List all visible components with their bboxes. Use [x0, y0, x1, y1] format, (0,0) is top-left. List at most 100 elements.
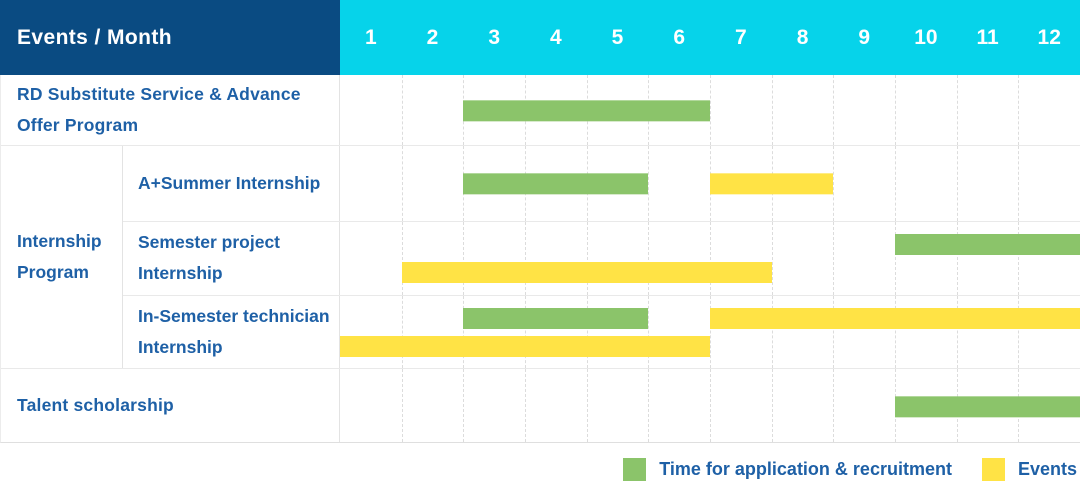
table-body: RD Substitute Service & Advance Offer Pr…	[0, 75, 1080, 443]
month-gridline	[956, 75, 958, 145]
legend-label: Time for application & recruitment	[659, 458, 952, 479]
green-swatch-icon	[623, 457, 647, 481]
month-gridline	[833, 75, 835, 145]
group-label-cell: Internship Program	[1, 146, 123, 368]
month-gridline	[956, 146, 958, 221]
gantt-bar-yellow	[710, 308, 1080, 330]
row-chart-area	[340, 369, 1080, 442]
legend-label: Events	[1017, 458, 1077, 479]
month-gridline	[710, 369, 711, 442]
gantt-bar-yellow	[401, 261, 772, 283]
month-gridline	[710, 75, 711, 145]
row-label-cell: In-Semester technician Internship	[123, 296, 340, 368]
month-gridline	[895, 221, 896, 296]
month-gridline	[771, 221, 773, 296]
month-gridline	[833, 146, 835, 221]
month-gridline	[1018, 75, 1020, 145]
gantt-bar-green	[895, 233, 1080, 255]
table-row: Talent scholarship	[1, 368, 1080, 442]
month-gridline	[895, 146, 896, 221]
month-header-8: 8	[796, 25, 809, 49]
month-gridline	[1018, 221, 1020, 296]
row-chart-area	[340, 296, 1080, 368]
month-gridline	[463, 221, 465, 296]
month-header-6: 6	[673, 25, 686, 49]
gantt-bar-green	[463, 173, 649, 195]
month-gridline	[1018, 296, 1020, 368]
month-header-9: 9	[858, 25, 871, 49]
gantt-bar-yellow	[710, 173, 834, 195]
row-label: Talent scholarship	[17, 395, 174, 415]
row-chart-area	[340, 75, 1080, 145]
month-gridline	[771, 369, 773, 442]
month-gridline	[586, 369, 588, 442]
gantt-bar-yellow	[340, 336, 710, 358]
row-chart-area	[340, 146, 1080, 221]
row-label: In-Semester technician Internship	[138, 306, 330, 358]
month-gridline	[401, 296, 403, 368]
gantt-bar-green	[895, 395, 1080, 417]
month-gridline	[463, 369, 465, 442]
row-label-cell: Talent scholarship	[1, 369, 340, 442]
row-label-cell: Semester project Internship	[123, 221, 340, 296]
table-row: A+Summer Internship	[123, 146, 1080, 221]
month-gridline	[956, 221, 958, 296]
row-label: Semester project Internship	[138, 232, 281, 284]
month-gridline	[648, 221, 650, 296]
month-gridline	[895, 75, 896, 145]
month-gridline	[401, 146, 403, 221]
table-header-row: Events / Month 1 2 3 4 5 6 7 8 9 10 11 12	[0, 0, 1080, 75]
month-gridline	[833, 296, 835, 368]
month-gridline	[401, 221, 403, 296]
month-gridline	[833, 221, 835, 296]
month-gridline	[463, 296, 465, 368]
month-gridline	[1018, 146, 1020, 221]
month-header-row: 1 2 3 4 5 6 7 8 9 10 11 12	[340, 0, 1080, 75]
month-gridline	[648, 146, 650, 221]
month-gridline	[401, 369, 403, 442]
group-row: Internship Program A+Summer Internship S…	[1, 145, 1080, 368]
month-gridline	[525, 221, 526, 296]
month-gridline	[956, 296, 958, 368]
table-row: In-Semester technician Internship	[123, 295, 1080, 368]
row-label-cell: A+Summer Internship	[123, 146, 340, 221]
month-gridline	[401, 75, 403, 145]
month-gridline	[710, 296, 711, 368]
month-gridline	[586, 296, 588, 368]
corner-header-cell: Events / Month	[0, 0, 340, 75]
month-gridline	[895, 296, 896, 368]
yellow-swatch-icon	[981, 457, 1005, 481]
row-label-cell: RD Substitute Service & Advance Offer Pr…	[1, 75, 340, 145]
month-gridline	[771, 75, 773, 145]
month-header-3: 3	[488, 25, 501, 49]
group-label: Internship Program	[17, 231, 102, 282]
month-gridline	[710, 221, 711, 296]
month-gridline	[833, 369, 835, 442]
corner-header-label: Events / Month	[17, 25, 172, 49]
legend-item-events: Events	[981, 457, 1077, 481]
month-gridline	[648, 369, 650, 442]
row-label: A+Summer Internship	[138, 172, 321, 193]
gantt-bar-green	[463, 100, 710, 122]
month-header-1: 1	[364, 25, 377, 49]
month-gridline	[586, 221, 588, 296]
month-header-11: 11	[976, 25, 999, 49]
month-header-12: 12	[1037, 25, 1061, 49]
table-row: RD Substitute Service & Advance Offer Pr…	[1, 75, 1080, 145]
legend-item-application: Time for application & recruitment	[623, 457, 952, 481]
month-gridline	[648, 296, 650, 368]
chart-legend: Time for application & recruitment Event…	[0, 443, 1080, 494]
row-label: RD Substitute Service & Advance Offer Pr…	[17, 84, 301, 135]
month-header-10: 10	[914, 25, 938, 49]
table-row: Semester project Internship	[123, 220, 1080, 296]
month-gridline	[525, 369, 526, 442]
month-header-5: 5	[611, 25, 624, 49]
month-header-2: 2	[426, 25, 439, 49]
month-gridline	[525, 296, 526, 368]
gantt-bar-green	[463, 308, 649, 330]
month-header-7: 7	[735, 25, 747, 49]
row-chart-area	[340, 221, 1080, 296]
month-header-4: 4	[550, 25, 562, 49]
month-gridline	[771, 296, 773, 368]
